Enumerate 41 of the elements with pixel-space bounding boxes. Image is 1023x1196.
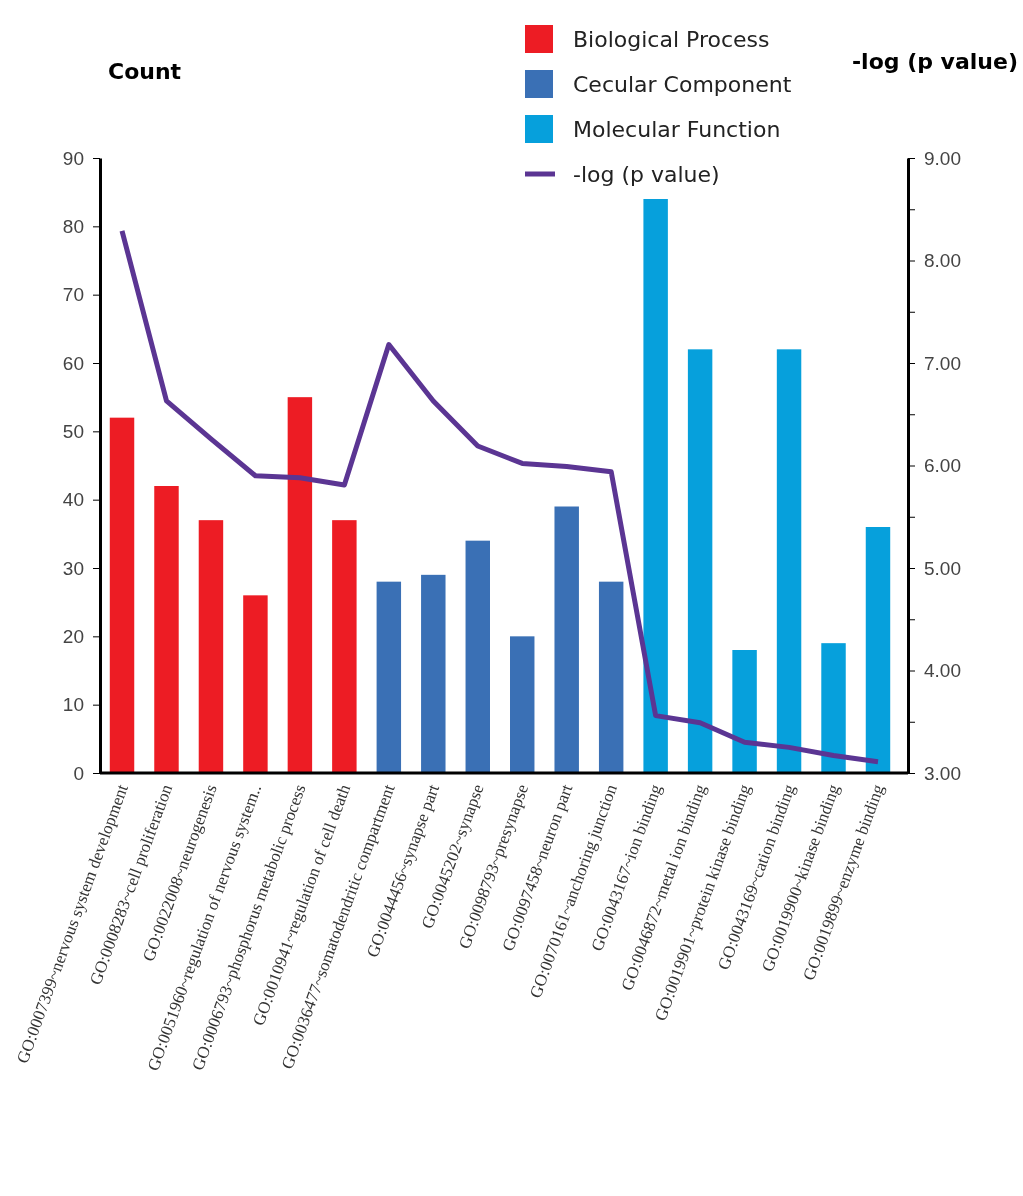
- legend-label: Molecular Function: [573, 117, 781, 142]
- y-tick-label: 50: [62, 420, 84, 442]
- y2-tick-label: 4.00: [924, 660, 961, 682]
- y2-axis-title: -log (p value): [851, 49, 1018, 74]
- y-tick-label: 0: [73, 762, 84, 784]
- y-axis-title: Count: [108, 59, 182, 84]
- y-tick-label: 80: [62, 215, 84, 237]
- bar: [554, 506, 579, 773]
- y2-tick-label: 8.00: [924, 250, 961, 272]
- y2-tick-label: 7.00: [924, 352, 961, 374]
- bar: [687, 349, 713, 773]
- legend-label: Cecular Component: [573, 72, 792, 97]
- bar: [421, 574, 446, 773]
- y-tick-label: 60: [62, 352, 84, 374]
- y-tick-label: 90: [62, 147, 84, 169]
- legend-label: -log (p value): [573, 162, 720, 187]
- bar: [732, 650, 757, 773]
- bar: [643, 199, 668, 773]
- bar: [376, 581, 402, 773]
- bar: [109, 417, 135, 773]
- bar: [198, 520, 224, 773]
- y2-tick-label: 5.00: [924, 557, 961, 579]
- bar: [776, 349, 802, 773]
- bar: [243, 595, 268, 773]
- bar: [332, 520, 357, 773]
- y-tick-label: 30: [62, 557, 84, 579]
- y2-tick-label: 6.00: [924, 455, 961, 477]
- bar: [510, 636, 535, 773]
- y-tick-label: 20: [62, 625, 84, 647]
- bar: [287, 397, 313, 773]
- y2-tick-label: 9.00: [924, 147, 961, 169]
- legend-label: Biological Process: [573, 27, 770, 52]
- bar: [598, 581, 624, 773]
- bar: [865, 527, 891, 773]
- y-tick-label: 10: [62, 694, 84, 716]
- y-tick-label: 70: [62, 284, 84, 306]
- y-tick-label: 40: [62, 489, 84, 511]
- bar: [154, 486, 179, 773]
- bar: [821, 643, 846, 773]
- y2-tick-label: 3.00: [924, 762, 961, 784]
- bar: [465, 540, 490, 773]
